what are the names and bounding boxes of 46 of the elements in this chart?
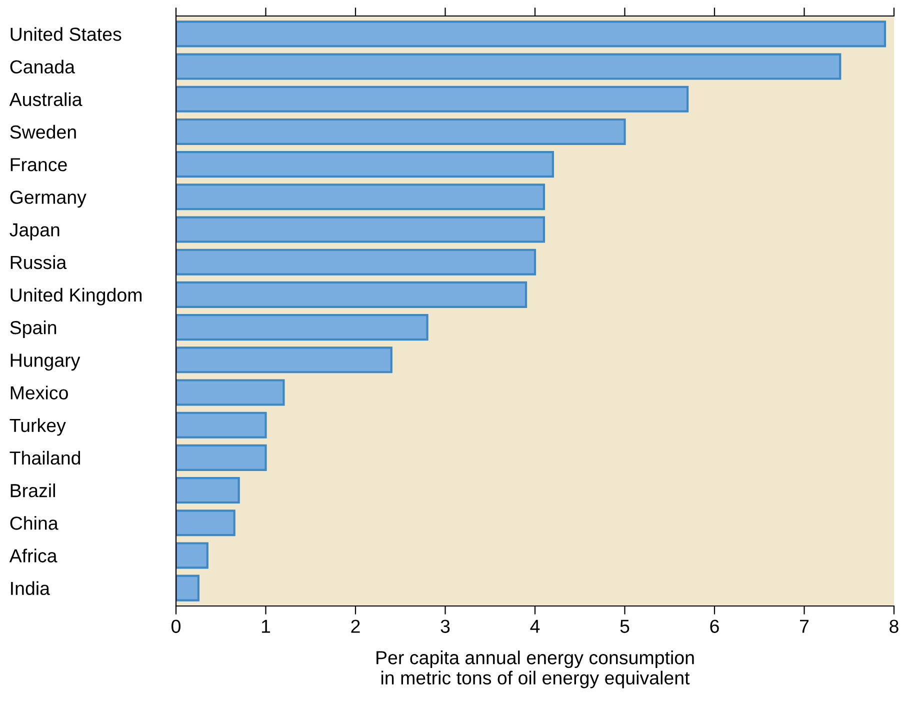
bar [176,314,428,341]
y-tick-label: Turkey [10,418,66,436]
bar [176,444,267,471]
bar [176,20,886,48]
y-tick-label: Hungary [10,354,80,371]
y-tick-label: United Kingdom [10,288,142,306]
bar [176,216,546,243]
x-tick-label: 5 [620,620,630,633]
bar [176,510,236,536]
y-tick-label: Sweden [10,124,76,139]
x-tick-label: 4 [530,620,540,633]
y-tick-label: India [11,581,50,596]
bar [176,346,392,374]
x-tick-label: 2 [351,620,360,633]
bar [176,379,285,406]
y-tick-label: Mexico [10,386,68,400]
bar [176,184,546,210]
bar [176,281,528,308]
x-tick-label: 0 [172,620,180,633]
x-tick-label: 8 [890,620,898,633]
x-tick-label: 7 [800,620,809,633]
y-tick-label: Canada [10,60,76,74]
y-tick-label: United States [10,27,122,41]
x-tick-label: 1 [262,620,270,633]
y-tick-label: Africa [9,548,58,562]
bar [176,477,240,504]
x-axis-title: Per capita annual energy consumption in metric tons of oil energy equivalent [376,650,694,688]
y-tick-label: Russia [10,255,67,270]
y-tick-label: China [10,516,58,530]
bar [176,412,267,438]
y-tick-label: Spain [10,320,56,338]
bar [176,53,842,80]
y-tick-label: Brazil [10,483,55,498]
y-tick-label: Australia [9,92,82,106]
bar [176,118,626,145]
bar [176,574,200,602]
bar [176,542,208,569]
x-tick-label: 6 [710,620,719,633]
y-tick-label: France [10,158,67,172]
y-tick-label: Thailand [10,450,80,465]
y-tick-label: Germany [10,190,86,208]
bar [176,248,536,276]
x-tick-label: 3 [440,620,450,633]
bar [176,86,689,112]
bar [176,151,554,178]
y-tick-label: Japan [10,223,60,240]
